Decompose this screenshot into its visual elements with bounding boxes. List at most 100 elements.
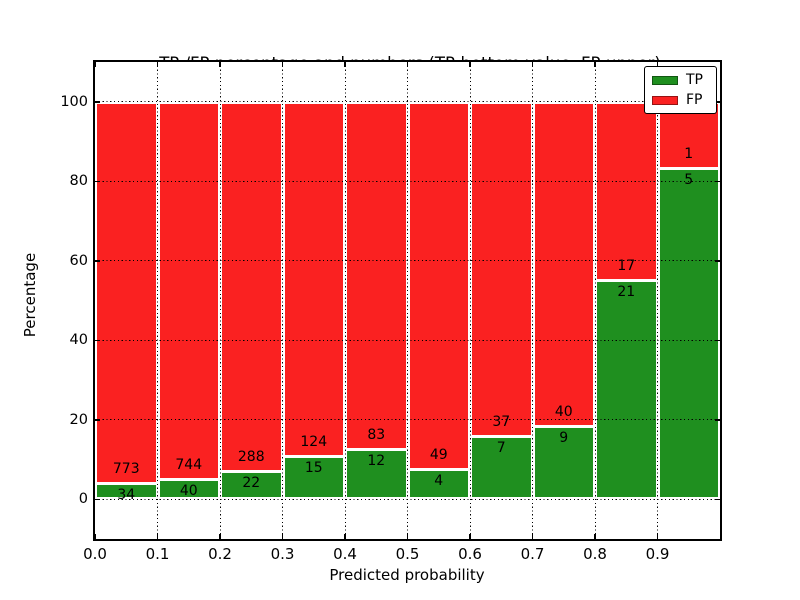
- tp-count-label: 22: [242, 475, 261, 492]
- y-tick-mark: [715, 101, 720, 103]
- fp-count-label: 40: [554, 404, 573, 421]
- x-tick-mark: [344, 62, 346, 67]
- legend-entry-tp: TP: [652, 73, 709, 88]
- y-axis-label: Percentage: [21, 252, 39, 338]
- tp-count-label: 7: [496, 440, 506, 456]
- fp-count-label: 17: [617, 257, 636, 274]
- x-gridline: [219, 62, 221, 539]
- y-tick-mark: [95, 260, 100, 262]
- x-gridline: [532, 62, 533, 539]
- x-tick-mark: [94, 62, 96, 67]
- x-tick-label: 0.9: [645, 545, 670, 563]
- legend-swatch-fp: [652, 96, 678, 105]
- x-tick-label: 0.3: [270, 545, 295, 563]
- x-tick-mark: [531, 534, 534, 539]
- bar-segment-tp: [157, 478, 220, 500]
- legend-swatch-tp: [652, 76, 678, 85]
- tp-count-label: 4: [434, 473, 444, 490]
- x-gridline: [594, 62, 596, 539]
- bar-segment-fp: [345, 101, 408, 450]
- tp-count-label: 5: [684, 172, 694, 188]
- x-tick-label: 0.6: [458, 545, 482, 563]
- x-tick-mark: [469, 62, 471, 67]
- bar-segment-fp: [595, 101, 658, 280]
- x-tick-label: 0.5: [395, 545, 420, 563]
- x-tick-mark: [219, 62, 221, 67]
- x-tick-label: 0.8: [583, 545, 607, 563]
- x-gridline: [344, 62, 346, 539]
- x-tick-mark: [406, 62, 409, 67]
- bar-segment-fp: [532, 101, 595, 427]
- y-tick-mark: [715, 339, 720, 341]
- x-tick-mark: [406, 534, 409, 539]
- x-tick-mark: [281, 534, 284, 539]
- fp-count-label: 744: [175, 456, 203, 473]
- y-tick-mark: [95, 498, 100, 500]
- x-tick-mark: [156, 534, 159, 539]
- y-tick-label: 80: [69, 173, 88, 190]
- x-tick-mark: [531, 62, 534, 67]
- fp-count-label: 124: [300, 434, 328, 451]
- x-gridline: [657, 62, 658, 539]
- y-tick-label: 40: [69, 332, 88, 349]
- tp-count-label: 21: [617, 283, 636, 300]
- bar-segment-tp: [220, 471, 283, 500]
- y-tick-mark: [715, 419, 720, 421]
- bar-segment-fp: [220, 101, 283, 472]
- y-tick-mark: [715, 180, 720, 182]
- x-axis-label: Predicted probability: [329, 566, 485, 584]
- x-tick-mark: [656, 534, 659, 539]
- fp-count-label: 49: [429, 447, 448, 464]
- fp-count-label: 773: [112, 460, 140, 477]
- y-tick-label: 20: [69, 411, 88, 428]
- tp-count-label: 34: [117, 486, 136, 503]
- x-tick-label: 0.0: [83, 545, 107, 563]
- y-tick-label: 100: [60, 93, 88, 110]
- y-tick-label: 0: [78, 491, 88, 508]
- x-tick-mark: [594, 534, 596, 539]
- legend-label: FP: [686, 92, 703, 108]
- y-tick-mark: [95, 419, 100, 421]
- x-tick-mark: [656, 62, 659, 67]
- fp-count-label: 288: [237, 449, 265, 466]
- bar-segment-tp: [407, 469, 470, 500]
- bar-segment-tp: [532, 426, 595, 500]
- bar-segment-fp: [282, 101, 345, 457]
- y-tick-mark: [715, 260, 720, 262]
- bar-segment-tp: [657, 168, 720, 500]
- tp-count-label: 15: [304, 460, 323, 477]
- bar-segment-tp: [595, 279, 658, 500]
- x-gridline: [469, 62, 471, 539]
- y-tick-mark: [95, 180, 100, 182]
- bar-segment-fp: [95, 101, 158, 483]
- x-tick-label: 0.7: [520, 545, 545, 563]
- fp-count-label: 1: [684, 146, 694, 162]
- y-tick-mark: [95, 101, 100, 103]
- bar-segment-tp: [345, 449, 408, 500]
- x-tick-mark: [156, 62, 159, 67]
- bar-segment-tp: [95, 482, 158, 500]
- legend: TP FP: [644, 66, 717, 114]
- bar-segment-fp: [157, 101, 220, 479]
- plot-area: 773 34 744 40 288 22 124 15 83 12 49 4 37 7 40 9 17 21 1 5: [93, 60, 722, 541]
- bar-segment-tp: [470, 436, 533, 500]
- bar-segment-tp: [282, 456, 345, 500]
- tp-count-label: 9: [559, 430, 569, 447]
- y-tick-mark: [715, 498, 720, 500]
- y-tick-label: 60: [69, 252, 88, 269]
- x-tick-mark: [281, 62, 284, 67]
- x-gridline: [282, 62, 283, 539]
- x-tick-label: 0.2: [208, 545, 232, 563]
- x-tick-label: 0.4: [333, 545, 357, 563]
- tp-count-label: 40: [179, 482, 198, 499]
- x-tick-label: 0.1: [145, 545, 170, 563]
- tp-count-label: 12: [367, 453, 386, 470]
- fp-count-label: 37: [492, 414, 511, 430]
- bar-segment-fp: [470, 101, 533, 436]
- legend-entry-fp: FP: [652, 93, 709, 108]
- bar-segment-fp: [407, 101, 470, 470]
- fp-count-label: 83: [367, 427, 386, 444]
- y-tick-mark: [95, 339, 100, 341]
- x-tick-mark: [219, 534, 221, 539]
